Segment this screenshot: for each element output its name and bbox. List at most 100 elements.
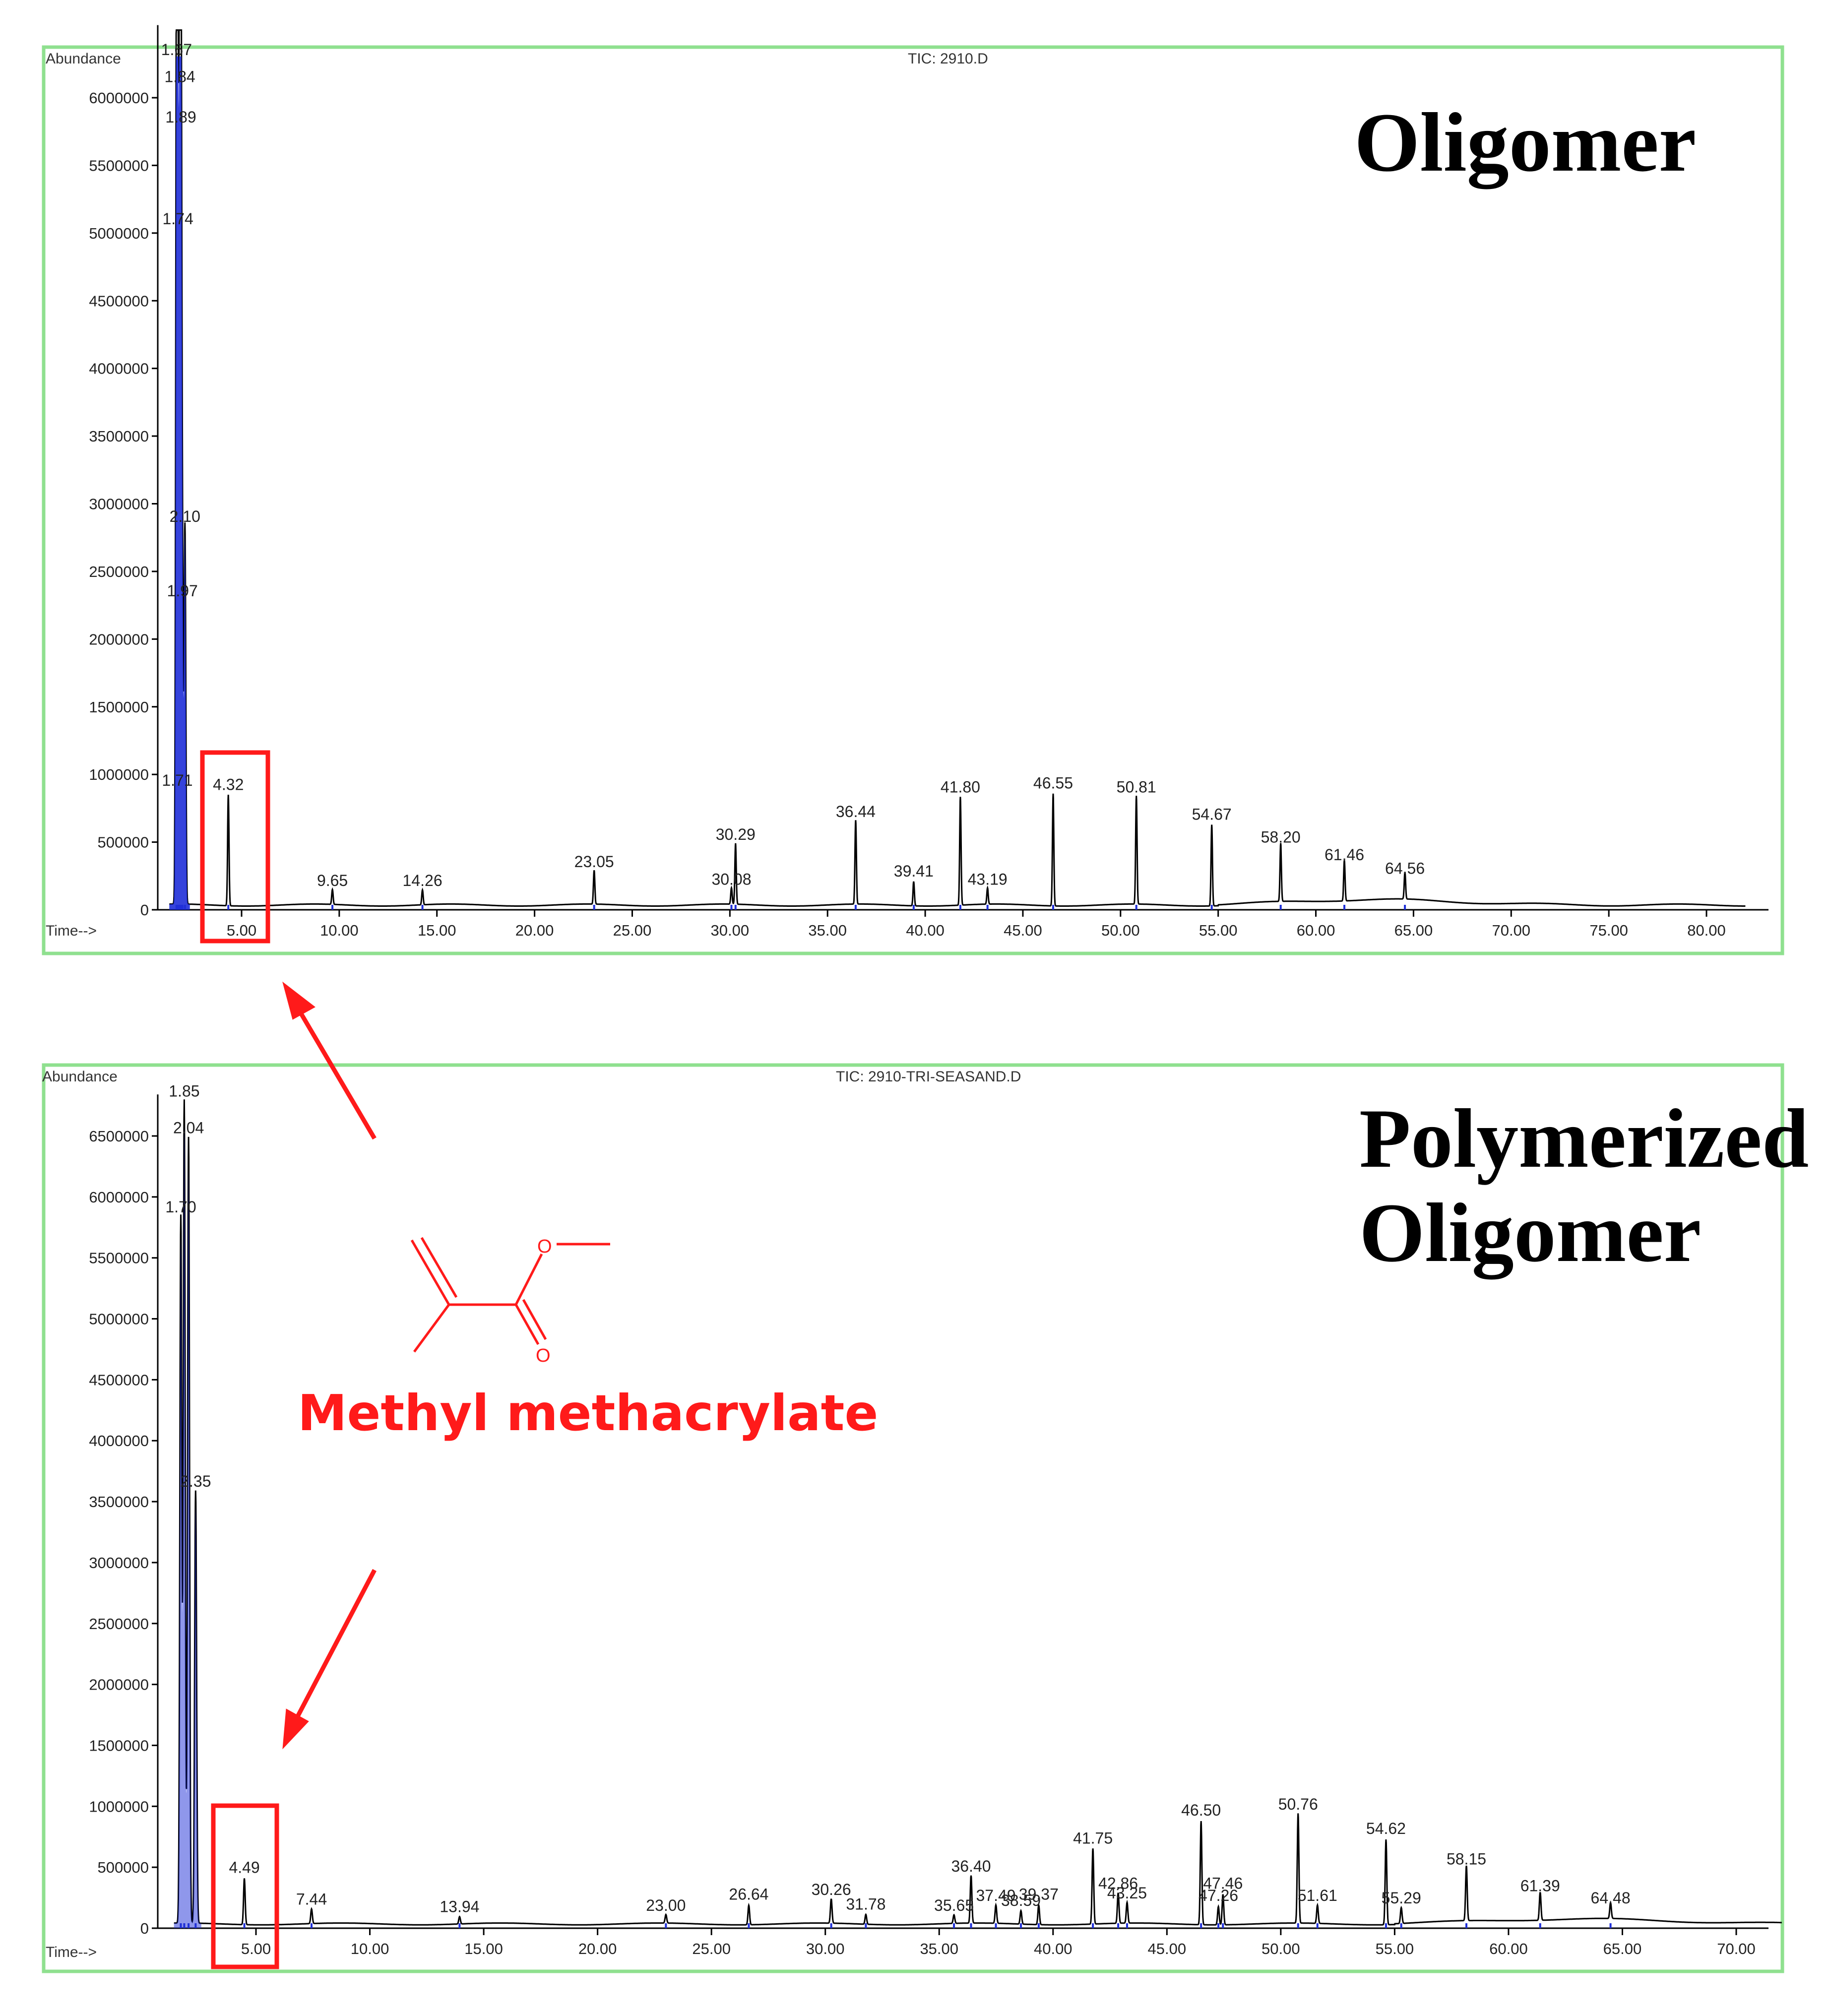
plot-frame [42,1063,1784,1973]
chart-title: TIC: 2910.D [908,51,988,67]
peak-label: 2.04 [173,1119,204,1136]
y-tick-label: 1500000 [89,698,149,716]
peak-label: 51.61 [1298,1887,1337,1904]
x-tick-label: 5.00 [227,922,256,939]
peak-label: 2.10 [170,507,200,525]
peak-label: 39.41 [894,862,934,880]
x-tick-label: 40.00 [1034,1940,1073,1957]
y-tick-label: 2000000 [89,1676,149,1694]
panel-label-oligomer: Oligomer [1354,96,1697,189]
y-tick-label: 0 [140,1920,149,1937]
y-tick-label: 3000000 [89,1554,149,1572]
arrow-down [296,1569,377,1718]
peak-label: 58.20 [1261,828,1301,846]
peak-label: 36.44 [836,803,876,820]
peak-label: 54.67 [1192,805,1232,823]
x-tick-label: 30.00 [806,1940,845,1957]
peak-labels: 1.67 1.84 1.89 1.74 2.10 1.97 1.71 4.32 9.65 14.2… [161,41,1425,910]
x-tick-label: 70.00 [1492,922,1530,939]
integration-fill [174,1124,201,1928]
arrow-down-head [282,1708,309,1750]
peak-label: 54.62 [1366,1820,1406,1837]
peak-label: 42.86 [1098,1875,1138,1892]
y-tick-label: 2500000 [89,1615,149,1633]
peak-label: 50.81 [1117,778,1156,796]
x-tick-label: 50.00 [1262,1940,1300,1957]
peak-label: 23.00 [646,1896,686,1914]
x-axis-title: Time--> [46,1944,97,1960]
y-tick-label: 0 [140,901,149,919]
peak-label: 50.76 [1278,1795,1318,1813]
y-tick-label: 1500000 [89,1737,149,1754]
trace [174,1099,1782,1928]
axes: 0 500000 1000000 1500000 2000000 2500000 30000… [89,25,1768,939]
peak-label: 1.70 [165,1198,196,1216]
peak-label: 2.35 [180,1472,211,1490]
x-tick-label: 70.00 [1717,1940,1756,1957]
peak-label: 30.08 [711,870,751,888]
y-tick-label: 1000000 [89,766,149,783]
peak-label: 46.50 [1181,1801,1221,1819]
y-tick-label: 500000 [98,1859,149,1876]
y-axis-title: Abundance [42,1069,118,1085]
x-tick-label: 25.00 [692,1940,731,1957]
peak-label: 64.48 [1591,1889,1631,1907]
highlight-box-4-49 [211,1803,279,1969]
panel-label-line-2: Oligomer [1359,1186,1702,1280]
x-tick-label: 80.00 [1687,922,1726,939]
y-tick-label: 4500000 [89,292,149,310]
panel-label-line-1: Polymerized [1359,1092,1809,1185]
x-tick-label: 60.00 [1489,1940,1528,1957]
peak-label: 7.44 [296,1890,327,1908]
peak-label: 14.26 [403,872,442,889]
panel-label-polymerized-oligomer: Polymerized Oligomer [1359,1091,1809,1280]
chromatogram-oligomer: Abundance TIC: 2910.D Time--> 0 500000 100… [42,25,1784,955]
x-tick-label: 65.00 [1603,1940,1642,1957]
peak-label: 43.25 [1107,1884,1147,1902]
y-tick-label: 1000000 [89,1798,149,1815]
peak-label: 1.85 [169,1082,199,1100]
x-tick-label: 55.00 [1199,922,1238,939]
y-tick-label: 5000000 [89,225,149,242]
peak-label: 47.46 [1203,1875,1243,1892]
methyl-methacrylate-structure: O O [410,1236,610,1366]
y-tick-label: 4000000 [89,360,149,378]
ester-oxygen: O [537,1236,552,1257]
x-tick-label: 20.00 [578,1940,617,1957]
peak-label: 4.32 [213,775,244,793]
y-tick-label: 4000000 [89,1432,149,1449]
x-tick-label: 10.00 [351,1940,389,1957]
x-tick-label: 20.00 [515,922,554,939]
y-axis-title: Abundance [46,51,121,67]
peak-label: 61.46 [1325,846,1364,864]
y-tick-label: 2000000 [89,630,149,648]
x-axis-title: Time--> [46,923,97,939]
axes: 0 500000 1000000 1500000 2000000 2500000 30000… [89,1094,1768,1957]
peak-label: 37.49 [976,1887,1016,1904]
x-tick-label: 15.00 [418,922,456,939]
y-tick-label: 3500000 [89,428,149,445]
methyl-methacrylate-label: Methyl methacrylate [298,1384,879,1442]
peak-label: 30.29 [716,825,756,843]
x-tick-label: 10.00 [320,922,359,939]
plot-frame [42,45,1784,955]
peak-label: 58.15 [1447,1850,1486,1868]
peak-label: 46.55 [1033,774,1073,792]
carbonyl-oxygen: O [536,1345,551,1366]
x-tick-label: 75.00 [1589,922,1628,939]
y-tick-label: 3500000 [89,1493,149,1511]
x-tick-label: 5.00 [241,1940,271,1957]
x-tick-label: 55.00 [1376,1940,1414,1957]
y-tick-label: 5500000 [89,1250,149,1267]
peak-label: 13.94 [440,1897,479,1915]
peak-labels: 1.85 2.04 1.70 2.35 4.49 7.44 13.94 23.00 26.64 3… [165,1082,1631,1928]
x-tick-label: 45.00 [1148,1940,1187,1957]
peak-label: 1.67 [161,41,192,59]
y-tick-label: 5500000 [89,157,149,174]
integration-fill [169,56,190,910]
peak-label: 39.37 [1019,1886,1059,1903]
x-tick-label: 25.00 [613,922,652,939]
x-tick-label: 15.00 [464,1940,503,1957]
peak-label: 31.78 [846,1895,885,1913]
